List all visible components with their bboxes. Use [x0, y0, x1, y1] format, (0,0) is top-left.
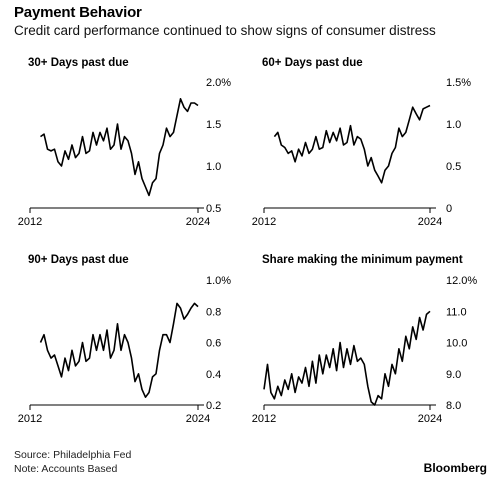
y-tick-label: 1.5 [206, 119, 221, 131]
series-line-2 [39, 302, 199, 399]
panel-title-90-days: 90+ Days past due [28, 254, 129, 266]
y-tick-label: 1.0% [206, 275, 231, 287]
y-tick-label: 9.0 [446, 369, 461, 381]
x-tick-label: 2012 [18, 413, 42, 425]
x-tick-label: 2012 [252, 216, 276, 228]
y-tick-label: 0.6 [206, 338, 221, 350]
y-tick-label: 1.5% [446, 77, 471, 89]
y-tick-label: 12.0% [446, 275, 477, 287]
panel-title-minimum-payment: Share making the minimum payment [262, 254, 463, 266]
y-tick-label: 10.0 [446, 338, 467, 350]
y-tick-label: 8.0 [446, 400, 461, 412]
panel-title-30-days: 30+ Days past due [28, 57, 129, 69]
y-tick-label: 0.5 [206, 203, 221, 215]
y-tick-label: 0.5 [446, 161, 461, 173]
chart-subtitle: Credit card performance continued to sho… [14, 23, 436, 38]
x-tick-label: 2024 [418, 413, 442, 425]
x-tick-label: 2012 [18, 216, 42, 228]
x-tick-label: 2024 [418, 216, 442, 228]
y-tick-label: 1.0 [446, 119, 461, 131]
chart-title: Payment Behavior [14, 4, 142, 21]
x-tick-label: 2012 [252, 413, 276, 425]
series-line-3 [263, 310, 431, 406]
y-tick-label: 1.0 [206, 161, 221, 173]
y-tick-label: 0 [446, 203, 452, 215]
accounts-note: Note: Accounts Based [14, 463, 118, 475]
x-tick-label: 2024 [186, 216, 210, 228]
bloomberg-logo: Bloomberg [423, 461, 487, 475]
y-tick-label: 2.0% [206, 77, 231, 89]
y-tick-label: 0.4 [206, 369, 221, 381]
series-line-0 [40, 98, 199, 197]
source-note: Source: Philadelphia Fed [14, 449, 132, 461]
y-tick-label: 11.0 [446, 306, 467, 318]
x-tick-label: 2024 [186, 413, 210, 425]
series-line-1 [273, 104, 431, 184]
panel-title-60-days: 60+ Days past due [262, 57, 363, 69]
y-tick-label: 0.2 [206, 400, 221, 412]
y-tick-label: 0.8 [206, 306, 221, 318]
